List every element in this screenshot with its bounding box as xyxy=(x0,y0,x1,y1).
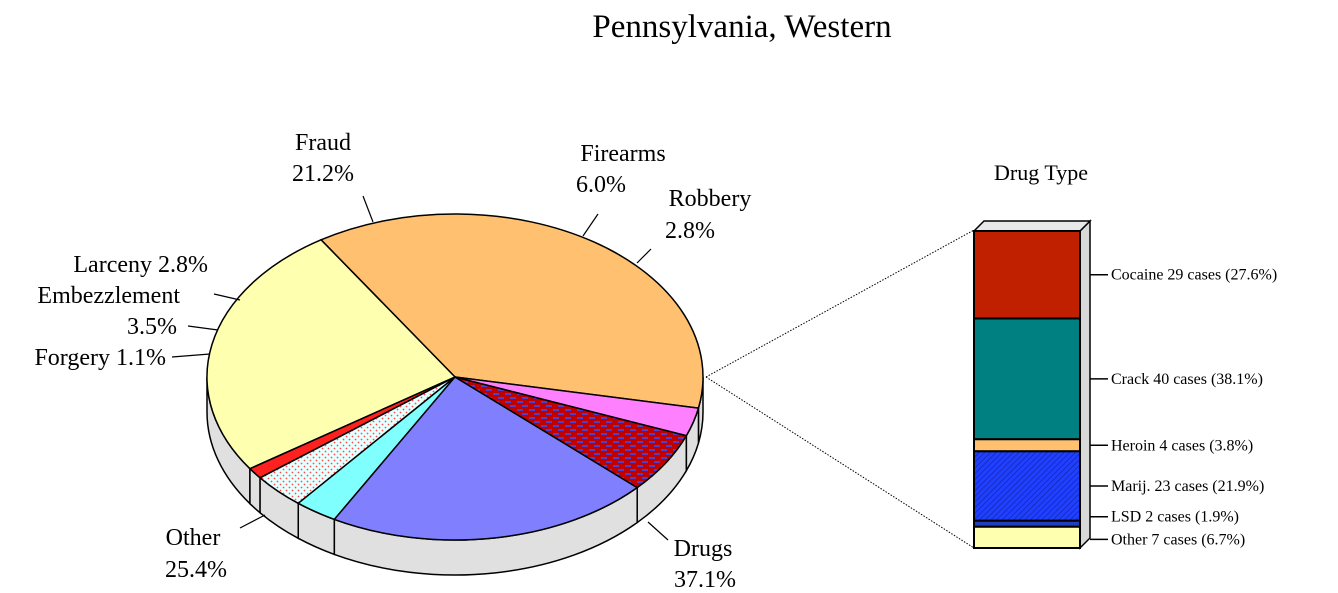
slice-label-fraud: Fraud xyxy=(295,130,351,156)
slice-label-robbery: Robbery xyxy=(669,186,752,212)
chart-title: Pennsylvania, Western xyxy=(592,9,891,45)
slice-label-drugs: Drugs xyxy=(674,536,733,562)
slice-label-larceny: Larceny 2.8% xyxy=(73,252,208,278)
bar-segment-other xyxy=(973,525,1081,549)
slice-pct-embezzlement: 3.5% xyxy=(127,314,177,340)
bar-label-lsd: LSD 2 cases (1.9%) xyxy=(1111,509,1239,526)
bar-segment-heroin xyxy=(973,438,1081,453)
pie-chart xyxy=(206,213,704,576)
leader-larceny xyxy=(213,293,241,301)
slice-pct-drugs: 37.1% xyxy=(674,567,736,593)
pie-labels: Fraud 21.2% Firearms 6.0% Robbery 2.8% L… xyxy=(34,130,751,593)
pie-leader-lines xyxy=(171,195,669,541)
leader-forgery xyxy=(171,353,211,358)
bar-segment-marij xyxy=(973,450,1081,522)
bar-label-cocaine: Cocaine 29 cases (27.6%) xyxy=(1111,267,1277,284)
bar-side-face xyxy=(1079,219,1091,550)
slice-label-firearms: Firearms xyxy=(580,141,665,167)
bar-segment-crack xyxy=(973,317,1081,441)
slice-label-embezzlement: Embezzlement xyxy=(37,283,180,309)
leader-firearms xyxy=(582,213,599,237)
bar-label-marij: Marij. 23 cases (21.9%) xyxy=(1111,478,1264,495)
connector-line-top xyxy=(705,229,975,378)
bar-top-face xyxy=(972,220,1092,232)
slice-pct-robbery: 2.8% xyxy=(665,218,715,244)
pie-slice-other xyxy=(206,238,457,470)
connector-line-bottom xyxy=(705,376,975,549)
leader-drugs xyxy=(647,521,669,541)
bar-label-crack: Crack 40 cases (38.1%) xyxy=(1111,371,1263,388)
leader-embezzlement xyxy=(187,325,219,331)
slice-label-other: Other xyxy=(166,525,221,551)
slice-pct-fraud: 21.2% xyxy=(292,161,354,187)
pie-slice-fraud xyxy=(333,376,639,541)
leader-fraud xyxy=(362,195,374,223)
bar-title: Drug Type xyxy=(994,160,1088,185)
pie-top xyxy=(206,213,704,541)
slice-pct-firearms: 6.0% xyxy=(576,172,626,198)
bar-segment-cocaine xyxy=(973,230,1081,320)
slice-pct-other: 25.4% xyxy=(165,557,227,583)
bar-label-heroin: Heroin 4 cases (3.8%) xyxy=(1111,437,1253,454)
bar-label-other: Other 7 cases (6.7%) xyxy=(1111,531,1245,548)
pie-slice-drugs xyxy=(319,213,704,409)
drug-type-stacked-bar: Cocaine 29 cases (27.6%) Crack 40 cases (… xyxy=(972,219,1277,550)
pie-slice-robbery xyxy=(454,376,700,437)
leader-robbery xyxy=(636,248,652,264)
zoom-connector-lines xyxy=(705,229,975,549)
leader-other xyxy=(239,514,266,529)
slice-label-forgery: Forgery 1.1% xyxy=(34,345,166,371)
